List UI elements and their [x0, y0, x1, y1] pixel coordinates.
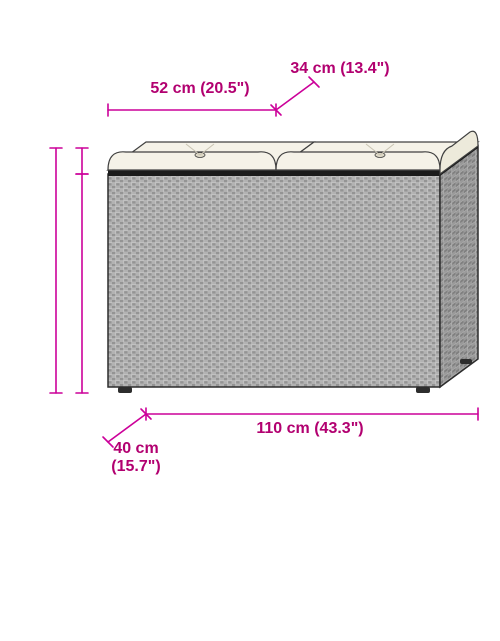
box-side — [440, 142, 478, 387]
dim-left-total — [50, 148, 62, 393]
label-cushion-width: 52 cm (20.5") — [120, 80, 280, 98]
dim-bottom-width — [146, 408, 478, 420]
label-cushion-depth: 34 cm (13.4") — [270, 60, 410, 78]
dim-left-cushion — [76, 148, 88, 174]
diagram-stage: 52 cm (20.5") 34 cm (13.4") 40 cm (15.7"… — [0, 0, 500, 641]
dim-left-box — [76, 174, 88, 393]
label-depth: 40 cm (15.7") — [76, 440, 196, 477]
dim-top-width — [108, 104, 276, 116]
box-front — [108, 170, 440, 387]
cushions — [108, 131, 478, 174]
label-width: 110 cm (43.3") — [200, 420, 420, 438]
